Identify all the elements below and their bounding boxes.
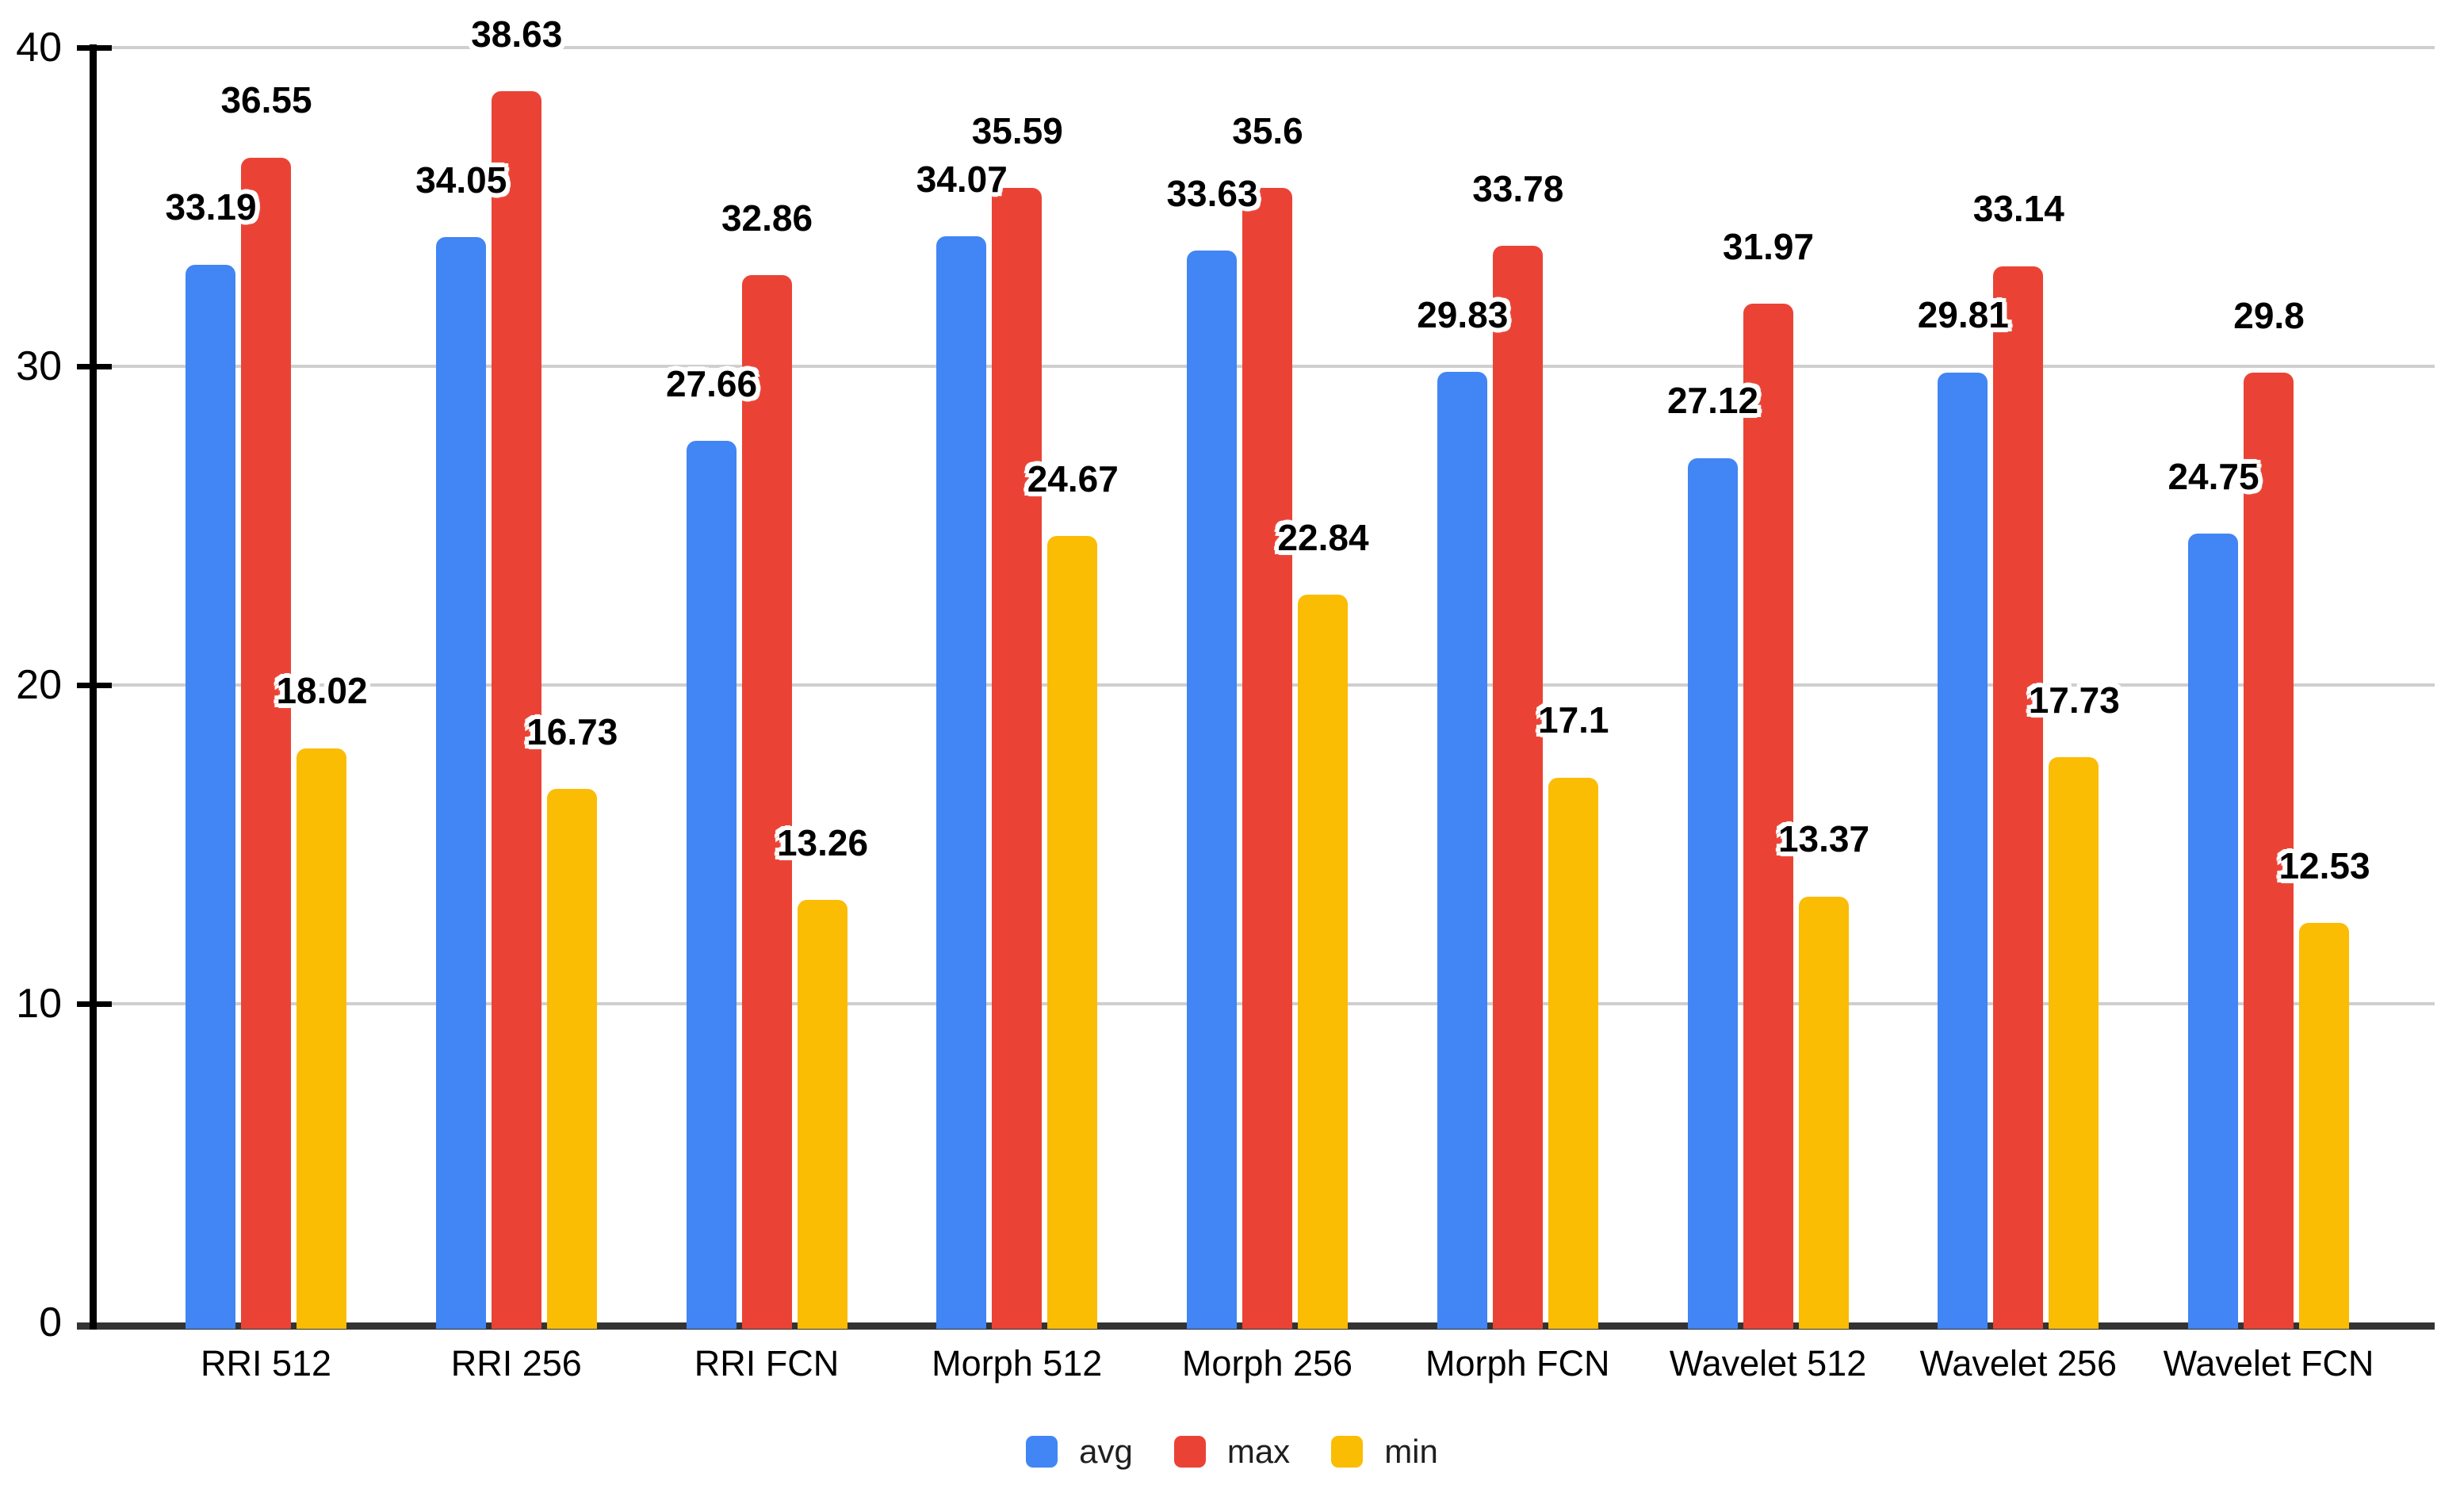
bar-min[interactable] xyxy=(546,789,597,1329)
bar-min[interactable] xyxy=(1548,777,1598,1329)
gridline-40 xyxy=(90,46,2435,49)
bar-avg[interactable] xyxy=(1687,457,1738,1329)
bar-group-rri-256: 34.05 38.63 16.73 xyxy=(415,0,618,1329)
y-tick-label-30: 30 xyxy=(16,343,62,389)
y-tick-label-20: 20 xyxy=(16,662,62,708)
bar-avg[interactable] xyxy=(435,237,486,1329)
legend-swatch-min xyxy=(1331,1436,1364,1468)
bar-max[interactable] xyxy=(2244,373,2294,1329)
bar-min[interactable] xyxy=(1047,536,1098,1329)
value-label-avg: 34.07 xyxy=(916,159,1008,201)
y-tick-label-0: 0 xyxy=(39,1299,62,1345)
bar-group-morph-fcn: 29.83 33.78 17.1 xyxy=(1417,0,1609,1329)
value-label-avg: 33.63 xyxy=(1166,172,1258,214)
bar-min[interactable] xyxy=(1798,896,1849,1329)
value-label-max: 35.6 xyxy=(1232,109,1303,151)
bar-group-rri-fcn: 27.66 32.86 13.26 xyxy=(666,0,868,1329)
value-label-avg: 29.81 xyxy=(1917,294,2009,336)
value-label-min: 22.84 xyxy=(1277,516,1369,558)
legend-label-max: max xyxy=(1226,1433,1291,1470)
category-label-wavelet-fcn: Wavelet FCN xyxy=(2163,1343,2374,1384)
value-label-min: 16.73 xyxy=(526,711,618,753)
bar-min[interactable] xyxy=(297,748,346,1329)
category-label-morph-512: Morph 512 xyxy=(932,1343,1103,1384)
bar-avg[interactable] xyxy=(186,264,235,1329)
y-tick-label-10: 10 xyxy=(16,981,62,1027)
value-label-min: 13.37 xyxy=(1777,818,1870,860)
value-label-avg: 27.66 xyxy=(665,362,758,404)
bar-max[interactable] xyxy=(491,91,541,1329)
bar-max[interactable] xyxy=(1242,187,1292,1329)
bar-avg[interactable] xyxy=(1938,372,1988,1329)
value-label-min: 13.26 xyxy=(776,821,869,863)
bar-avg[interactable] xyxy=(686,441,737,1329)
bar-min[interactable] xyxy=(797,899,847,1329)
value-label-avg: 24.75 xyxy=(2167,455,2259,497)
bar-max[interactable] xyxy=(1743,303,1793,1329)
value-label-min: 17.73 xyxy=(2028,679,2120,721)
value-label-min: 24.67 xyxy=(1027,457,1119,499)
bar-max[interactable] xyxy=(1492,246,1543,1329)
y-axis-line xyxy=(90,44,97,1330)
value-label-max: 33.78 xyxy=(1472,167,1564,209)
bar-min[interactable] xyxy=(2299,923,2349,1329)
bar-min[interactable] xyxy=(1298,594,1348,1329)
bar-group-wavelet-256: 29.81 33.14 17.73 xyxy=(1918,0,2120,1329)
value-label-max: 31.97 xyxy=(1722,225,1815,267)
bar-avg[interactable] xyxy=(1437,371,1487,1329)
value-label-max: 36.55 xyxy=(220,79,312,121)
value-label-avg: 29.83 xyxy=(1417,293,1509,335)
bar-avg[interactable] xyxy=(2188,534,2238,1329)
value-label-min: 18.02 xyxy=(276,670,368,712)
legend-label-avg: avg xyxy=(1079,1433,1133,1470)
legend: avg max min xyxy=(0,1435,2464,1468)
category-label-rri-fcn: RRI FCN xyxy=(694,1343,840,1384)
category-label-rri-256: RRI 256 xyxy=(450,1343,582,1384)
category-label-wavelet-256: Wavelet 256 xyxy=(1919,1343,2117,1384)
value-label-min: 12.53 xyxy=(2278,845,2370,886)
value-label-max: 38.63 xyxy=(471,13,563,55)
bar-group-morph-256: 33.63 35.6 22.84 xyxy=(1166,0,1369,1329)
legend-swatch-max xyxy=(1173,1436,1206,1468)
bar-group-wavelet-fcn: 24.75 29.8 12.53 xyxy=(2167,0,2370,1329)
value-label-min: 17.1 xyxy=(1537,699,1609,741)
bar-group-morph-512: 34.07 35.59 24.67 xyxy=(916,0,1119,1329)
value-label-avg: 27.12 xyxy=(1666,380,1759,422)
bar-avg[interactable] xyxy=(936,236,987,1329)
value-label-avg: 33.19 xyxy=(165,186,257,228)
value-label-max: 29.8 xyxy=(2233,294,2305,336)
y-tick-label-40: 40 xyxy=(16,25,62,71)
value-label-max: 32.86 xyxy=(721,197,813,239)
category-label-wavelet-512: Wavelet 512 xyxy=(1669,1343,1867,1384)
category-label-rri-512: RRI 512 xyxy=(200,1343,332,1384)
legend-item-avg[interactable]: avg xyxy=(1026,1435,1133,1468)
bar-avg[interactable] xyxy=(1187,251,1237,1329)
legend-item-max[interactable]: max xyxy=(1173,1433,1291,1470)
bar-max[interactable] xyxy=(241,157,291,1329)
value-label-max: 33.14 xyxy=(1972,188,2064,230)
bar-group-wavelet-512: 27.12 31.97 13.37 xyxy=(1667,0,1869,1329)
bar-min[interactable] xyxy=(2049,757,2099,1329)
category-label-morph-fcn: Morph FCN xyxy=(1425,1343,1610,1384)
bar-max[interactable] xyxy=(992,188,1043,1329)
value-label-avg: 34.05 xyxy=(415,159,507,201)
bar-max[interactable] xyxy=(1993,266,2044,1329)
value-label-max: 35.59 xyxy=(971,110,1063,151)
legend-item-min[interactable]: min xyxy=(1331,1435,1438,1468)
bar-max[interactable] xyxy=(741,275,792,1329)
legend-label-min: min xyxy=(1384,1433,1438,1470)
legend-swatch-avg xyxy=(1026,1436,1058,1468)
category-label-morph-256: Morph 256 xyxy=(1181,1343,1353,1384)
bar-group-rri-512: 33.19 36.55 18.02 xyxy=(165,0,368,1329)
